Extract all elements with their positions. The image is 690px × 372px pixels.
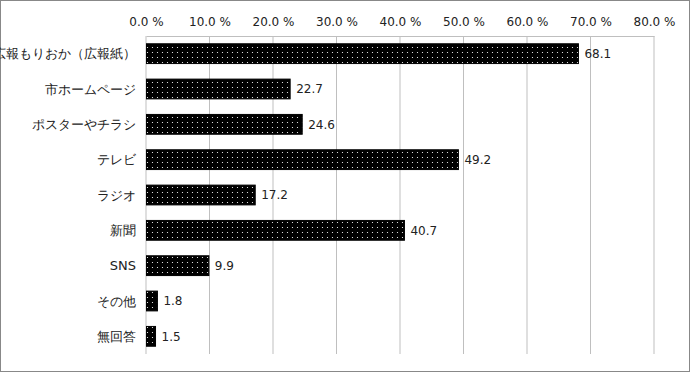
tick-label: 0.0 % bbox=[129, 15, 163, 29]
grid-line bbox=[336, 36, 337, 354]
x-axis: 0.0 % 10.0 % 20.0 % 30.0 % 40.0 % 50.0 % 60.0 … bbox=[129, 15, 675, 37]
grid-line bbox=[400, 36, 401, 354]
axis-line bbox=[147, 36, 655, 37]
grid-line bbox=[463, 36, 464, 354]
grid-line bbox=[590, 36, 591, 354]
category-label: ポスターやチラシ bbox=[32, 117, 136, 132]
bars bbox=[146, 44, 578, 346]
grid-line bbox=[654, 36, 655, 354]
bar bbox=[146, 114, 302, 134]
data-label: 9.9 bbox=[215, 259, 234, 273]
grid-line bbox=[527, 36, 528, 354]
plot: 0.0 % 10.0 % 20.0 % 30.0 % 40.0 % 50.0 % 60.0 … bbox=[0, 15, 675, 354]
tick: 60.0 % bbox=[507, 15, 549, 36]
chart: 0.0 % 10.0 % 20.0 % 30.0 % 40.0 % 50.0 % 60.0 … bbox=[0, 0, 690, 372]
bar bbox=[146, 220, 404, 240]
tick: 50.0 % bbox=[443, 15, 485, 36]
data-label: 40.7 bbox=[410, 224, 437, 238]
bar bbox=[146, 326, 156, 346]
tick-label: 30.0 % bbox=[316, 15, 358, 29]
tick-label: 80.0 % bbox=[634, 15, 676, 29]
category-label: 無回答 bbox=[97, 329, 136, 344]
grid bbox=[146, 36, 654, 354]
data-label: 17.2 bbox=[261, 188, 288, 202]
data-label: 1.8 bbox=[163, 294, 182, 308]
tick-label: 60.0 % bbox=[507, 15, 549, 29]
bar bbox=[146, 79, 290, 99]
y-axis: 広報もりおか（広報紙） 市ホームページポスターやチラシテレビラジオ新聞 SNS その他… bbox=[0, 46, 137, 344]
tick: 10.0 % bbox=[189, 15, 231, 36]
data-label: 1.5 bbox=[162, 330, 181, 344]
tick: 0.0 % bbox=[129, 15, 163, 36]
bar bbox=[146, 185, 255, 205]
category-label: 広報もりおか（広報紙） bbox=[0, 46, 136, 61]
bar bbox=[146, 256, 209, 276]
tick-label: 70.0 % bbox=[570, 15, 612, 29]
bar bbox=[146, 44, 578, 64]
data-label: 68.1 bbox=[584, 47, 611, 61]
tick-label: 50.0 % bbox=[443, 15, 485, 29]
tick-label: 10.0 % bbox=[189, 15, 231, 29]
category-label: 新聞 bbox=[110, 223, 136, 238]
tick: 40.0 % bbox=[380, 15, 422, 36]
tick: 20.0 % bbox=[253, 15, 295, 36]
data-label: 24.6 bbox=[308, 118, 335, 132]
category-label: 市ホームページ bbox=[45, 82, 136, 97]
category-label: ラジオ bbox=[97, 188, 136, 203]
data-label: 22.7 bbox=[296, 82, 323, 96]
data-label: 49.2 bbox=[464, 153, 491, 167]
tick-label: 20.0 % bbox=[253, 15, 295, 29]
tick: 80.0 % bbox=[634, 15, 676, 36]
tick: 30.0 % bbox=[316, 15, 358, 36]
tick: 70.0 % bbox=[570, 15, 612, 36]
category-label: テレビ bbox=[97, 152, 137, 167]
category-label: SNS bbox=[110, 258, 136, 273]
data-labels: 68.1 22.7 24.6 49.2 17.2 40.7 9.9 1.8 1.5 bbox=[162, 47, 612, 344]
bar bbox=[146, 150, 458, 170]
bar bbox=[146, 291, 157, 311]
tick-label: 40.0 % bbox=[380, 15, 422, 29]
category-label: その他 bbox=[97, 294, 136, 309]
